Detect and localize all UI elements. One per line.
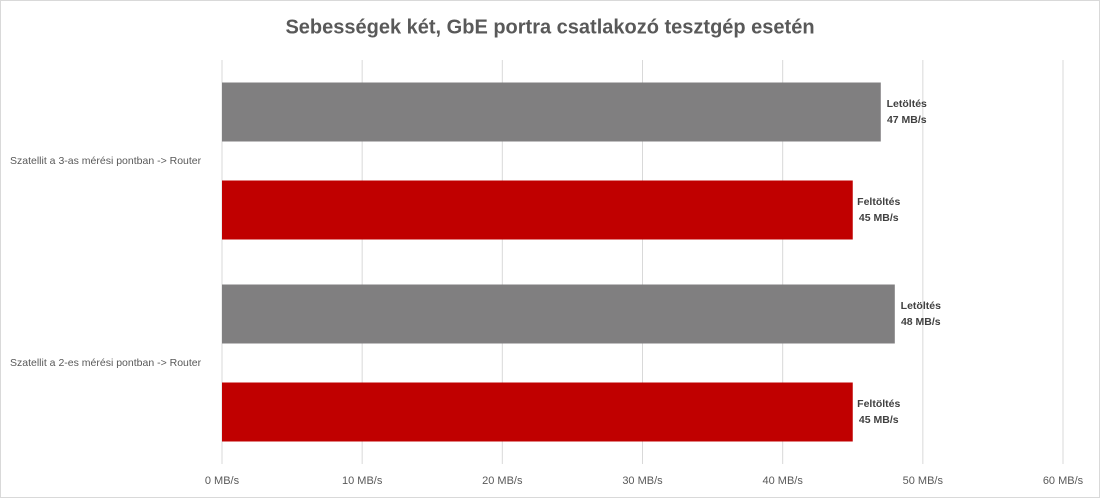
bar: [222, 82, 881, 142]
bar: [222, 180, 853, 240]
data-label: 45 MB/s: [859, 414, 899, 426]
x-tick-label: 20 MB/s: [482, 475, 523, 487]
bar: [222, 284, 895, 344]
x-tick-label: 40 MB/s: [762, 475, 803, 487]
data-label: 48 MB/s: [901, 316, 941, 328]
category-label: Szatellit a 2-es mérési pontban -> Route…: [10, 357, 202, 369]
x-tick-label: 60 MB/s: [1043, 475, 1084, 487]
data-label: 45 MB/s: [859, 212, 899, 224]
x-tick-label: 0 MB/s: [205, 475, 240, 487]
x-tick-label: 30 MB/s: [622, 475, 663, 487]
x-tick-label: 50 MB/s: [903, 475, 944, 487]
x-tick-label: 10 MB/s: [342, 475, 383, 487]
data-label-series: Letöltés: [901, 300, 941, 312]
chart-title: Sebességek két, GbE portra csatlakozó te…: [285, 16, 814, 38]
data-label-series: Feltöltés: [857, 196, 900, 208]
data-label: 47 MB/s: [887, 114, 927, 126]
data-label-series: Letöltés: [887, 98, 927, 110]
data-label-series: Feltöltés: [857, 398, 900, 410]
category-label: Szatellit a 3-as mérési pontban -> Route…: [10, 155, 202, 167]
bar: [222, 382, 853, 442]
